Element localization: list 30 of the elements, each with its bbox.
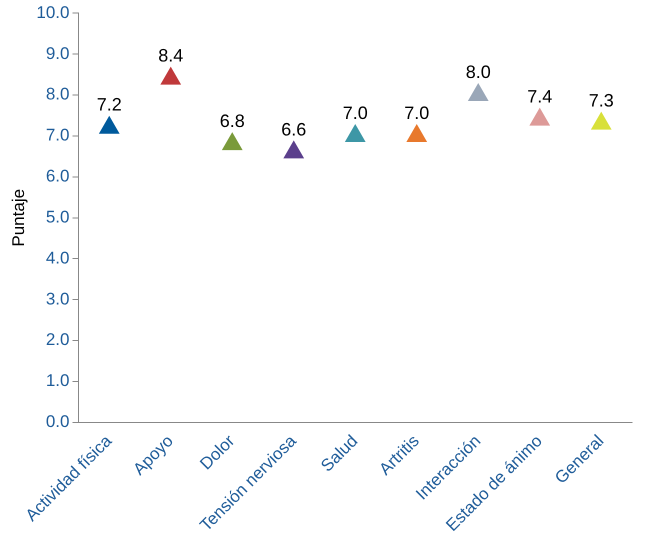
- y-tick-label: 6.0: [46, 166, 70, 186]
- y-tick-label: 2.0: [46, 330, 70, 350]
- data-label: 7.0: [404, 102, 430, 123]
- point: [406, 124, 427, 142]
- point: [345, 124, 366, 142]
- data-label: 6.8: [220, 111, 245, 132]
- data-label: 7.0: [342, 102, 368, 123]
- y-tick-label: 9.0: [46, 44, 70, 63]
- y-tick-label: 7.0: [46, 126, 70, 145]
- y-tick-label: 3.0: [46, 289, 70, 308]
- y-tick-label: 10.0: [36, 2, 70, 22]
- y-tick-label: 8.0: [46, 84, 70, 104]
- data-label: 7.4: [527, 86, 552, 107]
- y-tick-label: 1.0: [46, 371, 70, 390]
- y-tick-label: 0.0: [46, 412, 70, 432]
- data-label: 6.6: [281, 119, 306, 140]
- y-axis-title: Puntaje: [8, 188, 28, 247]
- point: [99, 116, 120, 134]
- data-label: 7.3: [588, 90, 614, 111]
- data-label: 8.0: [466, 62, 491, 82]
- point: [530, 108, 550, 126]
- point: [160, 67, 181, 85]
- y-tick-label: 5.0: [46, 207, 70, 226]
- point: [222, 132, 242, 150]
- point: [468, 84, 488, 102]
- data-label: 7.2: [96, 94, 122, 115]
- point: [591, 112, 612, 130]
- y-tick-label: 4.0: [46, 248, 70, 268]
- data-label: 8.4: [158, 46, 184, 66]
- point: [284, 140, 304, 158]
